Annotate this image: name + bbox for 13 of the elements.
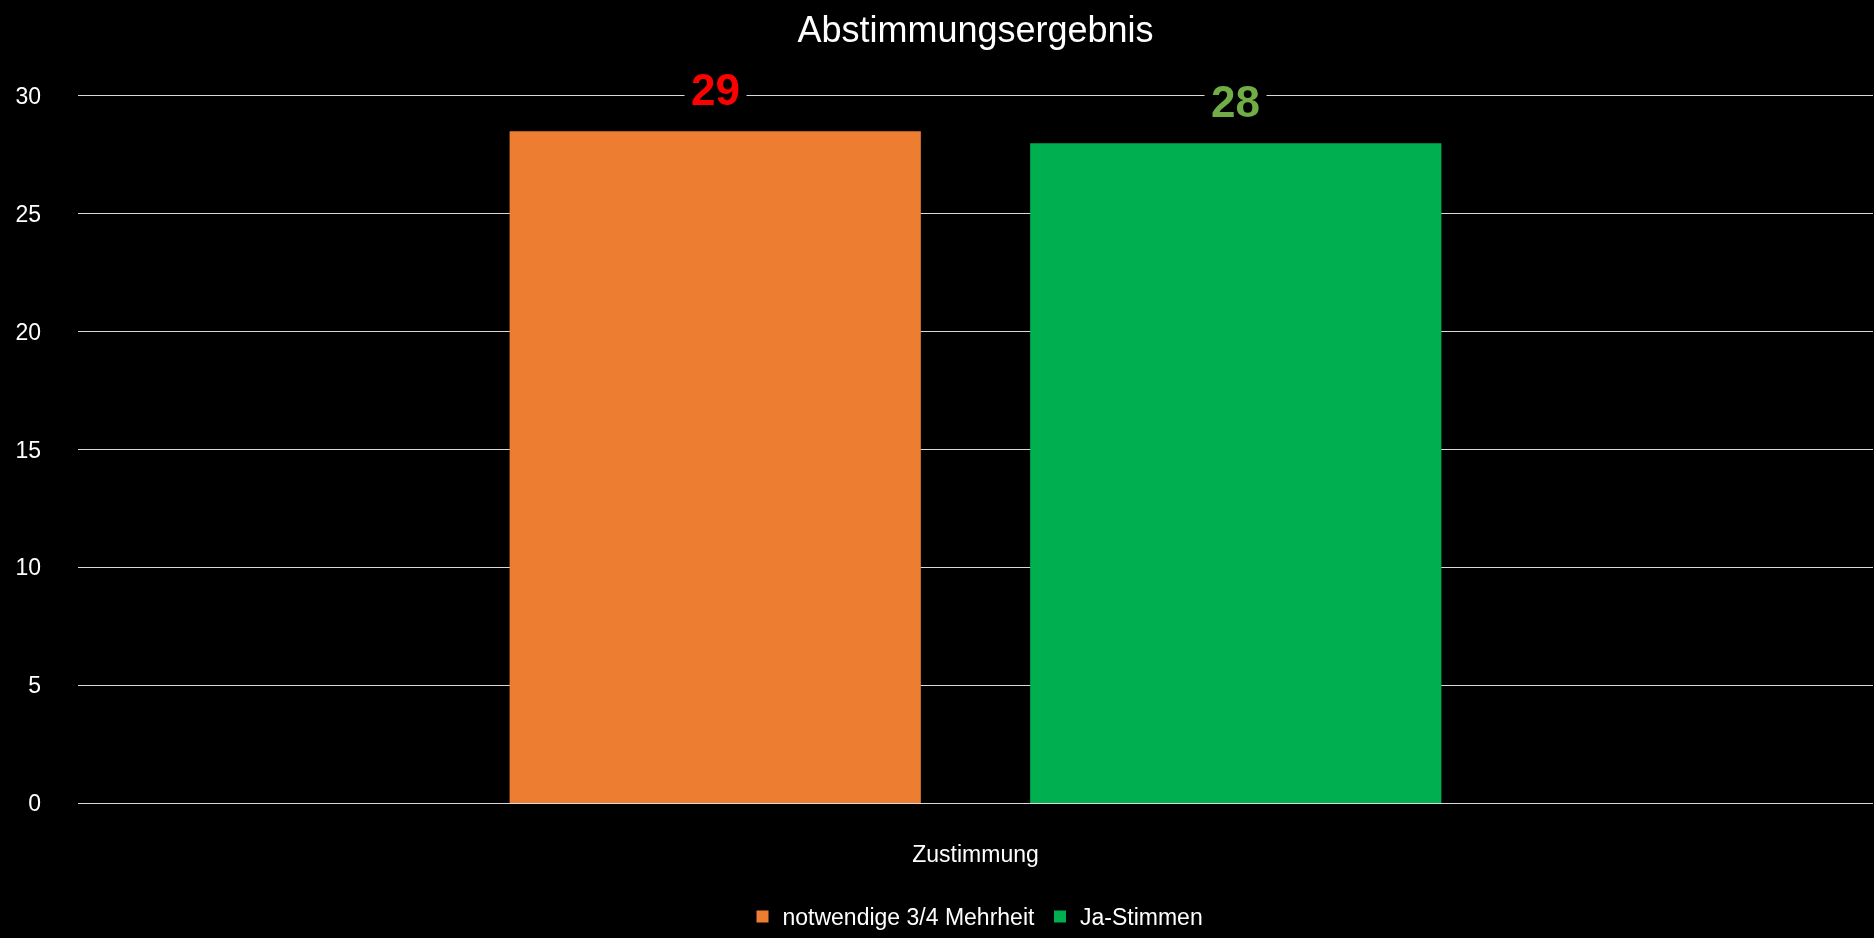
y-tick-label: 0 xyxy=(28,790,41,817)
y-tick-label: 10 xyxy=(15,554,41,581)
y-tick-label: 5 xyxy=(28,672,41,699)
y-tick-label: 15 xyxy=(15,436,41,463)
data-label: 29 xyxy=(691,65,740,114)
legend-label: Ja-Stimmen xyxy=(1080,904,1203,931)
legend-label: notwendige 3/4 Mehrheit xyxy=(782,904,1035,931)
y-tick-label: 30 xyxy=(15,83,41,110)
y-tick-label: 25 xyxy=(15,200,41,227)
chart-title: Abstimmungsergebnis xyxy=(797,8,1154,50)
data-label: 28 xyxy=(1211,77,1260,126)
y-tick-label: 20 xyxy=(15,318,41,345)
x-tick-label: Zustimmung xyxy=(912,840,1039,867)
